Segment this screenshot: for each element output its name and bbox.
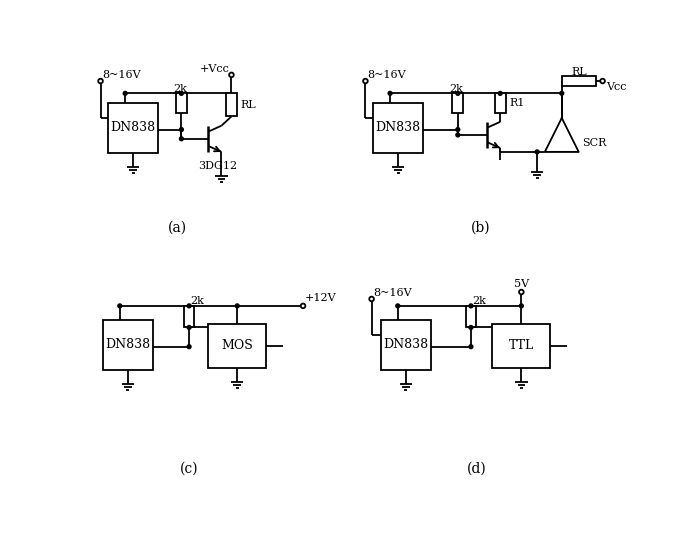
Text: RL: RL [241, 100, 256, 110]
Circle shape [229, 73, 234, 77]
Text: 2k: 2k [473, 296, 487, 306]
Bar [108, 103, 158, 153]
Text: +12V: +12V [304, 293, 336, 303]
Text: (d): (d) [467, 461, 487, 475]
Text: DN838: DN838 [111, 121, 156, 134]
Bar [493, 324, 550, 368]
Text: 2k: 2k [450, 84, 463, 94]
Circle shape [388, 91, 392, 95]
Text: 5V: 5V [514, 280, 529, 289]
Bar [176, 94, 187, 113]
Text: SCR: SCR [583, 138, 607, 148]
Circle shape [124, 91, 127, 95]
Bar [562, 75, 596, 86]
Text: 2k: 2k [173, 84, 187, 94]
Circle shape [187, 325, 191, 329]
Circle shape [519, 290, 524, 294]
Circle shape [600, 79, 605, 83]
Circle shape [301, 304, 305, 308]
Text: +Vcc: +Vcc [200, 63, 230, 74]
Text: 8~16V: 8~16V [373, 288, 412, 298]
Text: DN838: DN838 [105, 338, 151, 351]
Text: TTL: TTL [509, 340, 534, 352]
Text: 8~16V: 8~16V [367, 70, 406, 80]
Text: (a): (a) [168, 220, 187, 234]
Circle shape [396, 304, 400, 308]
Text: 2k: 2k [191, 296, 205, 306]
Circle shape [179, 91, 184, 95]
Text: MOS: MOS [221, 340, 253, 352]
Bar [226, 94, 237, 117]
Bar [373, 103, 423, 153]
Circle shape [519, 304, 524, 308]
Circle shape [363, 79, 368, 83]
Text: R1: R1 [510, 98, 525, 108]
Text: DN838: DN838 [376, 121, 421, 134]
Bar [381, 320, 431, 370]
Bar [208, 324, 266, 368]
Circle shape [498, 91, 502, 95]
Bar [184, 306, 195, 328]
Circle shape [369, 296, 374, 301]
Circle shape [469, 345, 473, 348]
Circle shape [456, 133, 460, 137]
Circle shape [560, 91, 564, 95]
Text: (c): (c) [180, 461, 198, 475]
Circle shape [179, 137, 184, 141]
Text: Vcc: Vcc [606, 82, 626, 92]
Circle shape [187, 304, 191, 308]
Polygon shape [545, 118, 579, 152]
Circle shape [456, 127, 460, 131]
Text: 8~16V: 8~16V [102, 70, 141, 80]
Circle shape [187, 345, 191, 348]
Text: (b): (b) [471, 220, 491, 234]
Circle shape [535, 150, 539, 154]
Bar [495, 94, 505, 113]
Circle shape [235, 304, 239, 308]
Circle shape [179, 127, 184, 131]
Circle shape [98, 79, 103, 83]
Text: RL: RL [571, 67, 587, 77]
Bar [452, 94, 463, 113]
Bar [466, 306, 476, 328]
Text: 3DG12: 3DG12 [198, 161, 237, 171]
Circle shape [469, 325, 473, 329]
Circle shape [456, 91, 460, 95]
Bar [103, 320, 153, 370]
Circle shape [118, 304, 121, 308]
Circle shape [469, 304, 473, 308]
Text: DN838: DN838 [383, 338, 429, 351]
